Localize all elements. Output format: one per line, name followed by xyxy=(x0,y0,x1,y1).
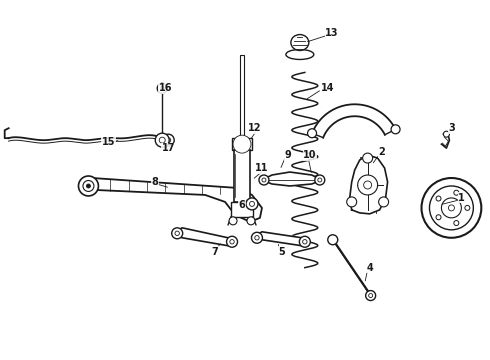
Circle shape xyxy=(315,175,325,185)
Circle shape xyxy=(421,178,481,238)
Circle shape xyxy=(226,236,238,247)
Circle shape xyxy=(454,221,459,226)
Circle shape xyxy=(368,293,372,298)
Circle shape xyxy=(251,232,263,243)
Circle shape xyxy=(259,175,269,185)
Text: 15: 15 xyxy=(101,137,115,147)
Circle shape xyxy=(363,153,372,163)
Polygon shape xyxy=(85,178,262,222)
Circle shape xyxy=(328,235,338,245)
Ellipse shape xyxy=(291,35,309,50)
Bar xyxy=(240,55,244,138)
Circle shape xyxy=(441,198,462,218)
Text: 17: 17 xyxy=(162,143,175,153)
Circle shape xyxy=(155,133,169,147)
Circle shape xyxy=(318,178,322,182)
Text: 16: 16 xyxy=(158,84,172,93)
Text: 10: 10 xyxy=(303,150,317,160)
Text: 2: 2 xyxy=(378,147,385,157)
Circle shape xyxy=(175,231,179,235)
Bar xyxy=(234,150,250,202)
Circle shape xyxy=(83,180,94,192)
Circle shape xyxy=(78,176,98,196)
Circle shape xyxy=(160,86,164,90)
Text: 12: 12 xyxy=(248,123,262,133)
Circle shape xyxy=(157,84,167,93)
Text: 6: 6 xyxy=(239,200,245,210)
Text: 1: 1 xyxy=(458,193,465,203)
Circle shape xyxy=(436,196,441,201)
Circle shape xyxy=(391,125,400,134)
Circle shape xyxy=(436,215,441,220)
Polygon shape xyxy=(350,155,388,214)
Bar xyxy=(232,138,252,150)
Circle shape xyxy=(162,134,174,146)
Circle shape xyxy=(358,175,378,195)
Text: 14: 14 xyxy=(321,84,335,93)
Circle shape xyxy=(230,239,234,244)
Circle shape xyxy=(364,181,371,189)
Circle shape xyxy=(429,186,473,230)
Circle shape xyxy=(262,178,266,182)
Bar xyxy=(231,202,253,217)
Circle shape xyxy=(448,205,454,211)
Circle shape xyxy=(465,206,470,210)
Text: 13: 13 xyxy=(325,28,339,37)
Polygon shape xyxy=(330,236,371,296)
Text: 7: 7 xyxy=(212,247,219,257)
Text: 8: 8 xyxy=(152,177,159,187)
Circle shape xyxy=(246,198,258,210)
Polygon shape xyxy=(262,172,322,186)
Text: 9: 9 xyxy=(285,150,291,160)
Circle shape xyxy=(172,228,183,239)
Circle shape xyxy=(233,135,251,153)
Circle shape xyxy=(308,129,317,138)
Circle shape xyxy=(86,184,91,188)
Circle shape xyxy=(379,197,389,207)
Circle shape xyxy=(166,138,171,143)
Circle shape xyxy=(249,201,254,206)
Polygon shape xyxy=(312,104,395,138)
Circle shape xyxy=(247,217,255,225)
Circle shape xyxy=(303,239,307,244)
Polygon shape xyxy=(255,232,308,246)
Polygon shape xyxy=(175,228,235,246)
Text: 5: 5 xyxy=(278,247,285,257)
Circle shape xyxy=(159,137,165,143)
Circle shape xyxy=(229,217,237,225)
Ellipse shape xyxy=(286,50,314,59)
Text: 11: 11 xyxy=(255,163,269,173)
Circle shape xyxy=(347,197,357,207)
Text: 4: 4 xyxy=(366,263,373,273)
Circle shape xyxy=(366,291,376,301)
Circle shape xyxy=(299,236,310,247)
Circle shape xyxy=(454,190,459,195)
Circle shape xyxy=(443,131,449,137)
Text: 3: 3 xyxy=(448,123,455,133)
Circle shape xyxy=(255,235,259,240)
